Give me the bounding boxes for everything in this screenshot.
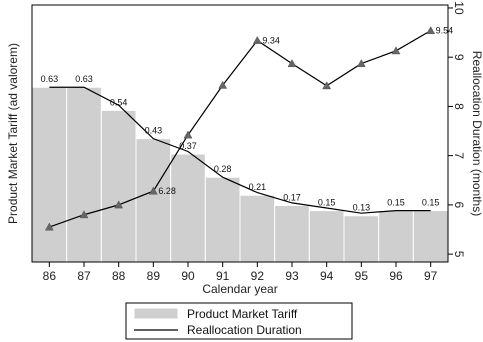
bar-97 xyxy=(412,210,449,263)
duration-point-92 xyxy=(252,35,262,44)
plot-frame xyxy=(31,4,449,263)
bar-label-97: 0.15 xyxy=(422,198,440,208)
tariff-trend-line xyxy=(49,86,431,214)
bar-87 xyxy=(66,86,102,263)
duration-point-91 xyxy=(218,80,228,89)
x-tick-label-90: 90 xyxy=(181,269,195,283)
duration-point-96 xyxy=(391,46,401,55)
bar-95 xyxy=(343,215,380,263)
y-right-axis: 5 6 7 8 9 10 xyxy=(448,1,466,258)
bar-label-88: 0.54 xyxy=(110,97,128,107)
legend-swatch-bar xyxy=(133,307,179,320)
bar-89 xyxy=(135,138,172,263)
duration-polyline xyxy=(49,30,431,228)
duration-point-93 xyxy=(287,59,297,68)
duration-point-86 xyxy=(44,222,54,231)
x-tick-label-93: 93 xyxy=(285,269,299,283)
bar-96 xyxy=(378,210,414,263)
duration-point-87 xyxy=(79,210,89,219)
x-tick-label-96: 96 xyxy=(389,269,403,283)
x-axis: 86 87 88 89 90 91 92 93 94 95 96 97 xyxy=(43,262,438,283)
x-tick-label-89: 89 xyxy=(147,269,161,283)
x-tick-label-91: 91 xyxy=(216,269,230,283)
y-right-tick-label-7: 7 xyxy=(452,152,466,159)
x-tick-label-94: 94 xyxy=(320,269,334,283)
bar-90 xyxy=(170,153,206,263)
legend: Product Market Tariff Reallocation Durat… xyxy=(125,302,353,340)
duration-point-95 xyxy=(356,59,366,68)
bar-label-89: 0.43 xyxy=(145,126,163,136)
bar-label-90: 0.37 xyxy=(179,141,197,151)
y-right-tick-label-6: 6 xyxy=(452,202,466,209)
bar-label-95: 0.13 xyxy=(353,203,371,213)
x-tick-label-86: 86 xyxy=(43,269,57,283)
y-right-tick-label-5: 5 xyxy=(452,251,466,258)
y-right-tick-label-9: 9 xyxy=(452,54,466,61)
legend-label-duration: Reallocation Duration xyxy=(187,323,302,337)
x-tick-label-92: 92 xyxy=(251,269,265,283)
bar-label-91: 0.28 xyxy=(214,164,232,174)
y-right-tick-label-10: 10 xyxy=(452,1,466,15)
duration-point-90 xyxy=(183,130,193,139)
bar-label-92: 0.21 xyxy=(249,182,267,192)
bar-94 xyxy=(308,210,345,263)
x-axis-title: Calendar year xyxy=(202,282,277,296)
bar-label-96: 0.15 xyxy=(387,198,405,208)
bar-label-93: 0.17 xyxy=(283,192,301,202)
legend-label-tariff: Product Market Tariff xyxy=(187,307,298,321)
duration-line-series xyxy=(44,26,436,231)
duration-label-92: 9.34 xyxy=(262,35,280,45)
y-right-tick-label-8: 8 xyxy=(452,103,466,110)
duration-point-88 xyxy=(114,200,124,209)
bar-label-94: 0.15 xyxy=(318,198,336,208)
y-right-axis-title: Reallocation Duration (months) xyxy=(470,51,483,216)
bar-86 xyxy=(31,86,68,263)
y-left-axis-title: Product Market Tariff (ad valorem) xyxy=(6,43,20,224)
bar-92 xyxy=(239,194,276,263)
duration-point-89 xyxy=(148,186,158,195)
duration-point-94 xyxy=(322,81,332,90)
duration-data-labels: 6.28 9.34 9.54 xyxy=(158,26,453,197)
x-tick-label-97: 97 xyxy=(424,269,438,283)
bar-88 xyxy=(100,109,137,263)
duration-point-97 xyxy=(426,26,436,35)
tariff-trend-polyline xyxy=(49,86,431,214)
bar-93 xyxy=(274,204,310,263)
duration-label-89: 6.28 xyxy=(158,186,176,196)
x-tick-label-95: 95 xyxy=(355,269,369,283)
bar-series xyxy=(31,86,449,263)
x-tick-label-87: 87 xyxy=(77,269,91,283)
duration-label-97: 9.54 xyxy=(436,26,454,36)
x-tick-label-88: 88 xyxy=(112,269,126,283)
bar-label-87: 0.63 xyxy=(75,74,93,84)
bar-data-labels: 0.63 0.63 0.54 0.43 0.37 0.28 0.21 0.17 0.15 0.13… xyxy=(41,74,440,213)
bar-label-86: 0.63 xyxy=(41,74,59,84)
bar-91 xyxy=(204,176,241,263)
